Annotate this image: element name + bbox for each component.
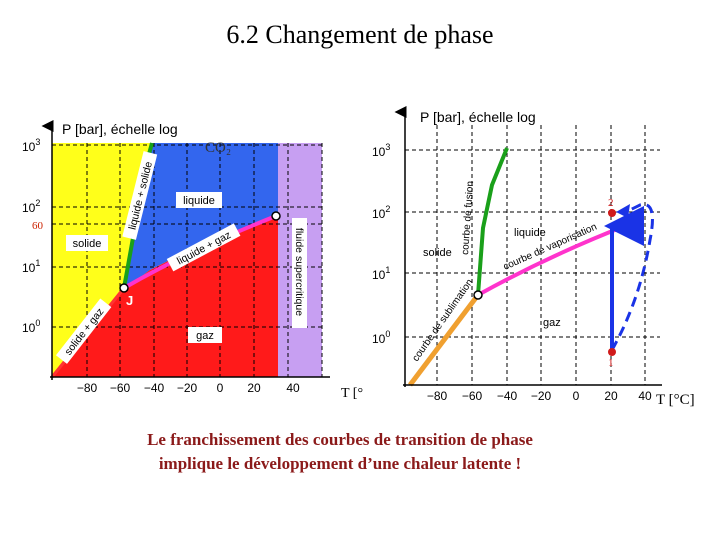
right-triple-point <box>473 290 483 300</box>
left-triple-point <box>119 283 129 293</box>
right-phase-diagram: 1 2 P [bar], échelle log 103 102 101 100… <box>372 106 695 408</box>
right-fusion-curve <box>476 147 509 296</box>
right-y-tick-100: 102 <box>372 204 390 221</box>
right-y-tick-10: 101 <box>372 265 390 282</box>
left-y-axis-label: P [bar], échelle log <box>62 121 178 137</box>
right-path-dashed-arrowhead <box>616 204 630 218</box>
left-y-tick-100: 102 <box>22 198 40 215</box>
right-point-2 <box>608 209 616 217</box>
left-x-axis-label: T [° <box>341 386 363 401</box>
right-x-axis-label: T [°C] <box>656 392 695 408</box>
left-x-tick: 0 <box>217 381 224 395</box>
svg-text:solide: solide <box>73 238 102 250</box>
right-y-tick-1000: 103 <box>372 142 390 159</box>
right-x-tick: −40 <box>497 389 518 403</box>
right-y-axis-label: P [bar], échelle log <box>420 109 536 125</box>
right-critical-point <box>625 219 635 229</box>
slide-caption: Le franchissement des courbes de transit… <box>40 428 640 476</box>
left-x-tick: 40 <box>286 381 300 395</box>
right-x-tick: 0 <box>573 389 580 403</box>
left-y-tick-1: 100 <box>22 318 40 335</box>
right-label-gas: gaz <box>543 317 561 329</box>
right-vaporization-curve <box>477 222 631 297</box>
left-x-tick: −80 <box>77 381 98 395</box>
right-x-tick: 20 <box>604 389 618 403</box>
right-label-sublimation: courbe de sublimation <box>410 277 475 363</box>
right-x-tick: −80 <box>427 389 448 403</box>
left-critical-point <box>271 211 281 221</box>
slide-title: 6.2 Changement de phase <box>226 20 494 49</box>
svg-text:liquide: liquide <box>183 195 215 207</box>
left-y-tick-1000: 103 <box>22 137 40 154</box>
left-x-tick: −40 <box>144 381 165 395</box>
left-label-gas: gaz <box>188 327 222 343</box>
right-label-solid: solide <box>423 247 452 259</box>
right-x-tick: −20 <box>531 389 552 403</box>
right-y-tick-1: 100 <box>372 329 390 346</box>
right-label-liquid: liquide <box>514 227 546 239</box>
left-x-tick: −60 <box>110 381 131 395</box>
right-point-1-label: 1 <box>608 357 614 369</box>
svg-text:gaz: gaz <box>196 330 214 342</box>
right-path-dashed <box>610 202 654 351</box>
svg-text:fluide supercritique: fluide supercritique <box>293 228 305 316</box>
region-liquid <box>122 143 278 288</box>
left-label-solid: solide <box>66 235 108 251</box>
right-point-2-label: 2 <box>608 197 614 209</box>
right-x-tick: 40 <box>638 389 652 403</box>
left-phase-diagram: P [bar], échelle log CO₂ 103 102 60 101 … <box>22 120 363 401</box>
left-substance-label: CO₂ <box>205 140 231 156</box>
left-y-tick-60: 60 <box>32 220 44 232</box>
caption-line-2: implique le développement d’une chaleur … <box>158 454 522 473</box>
right-point-1 <box>608 348 616 356</box>
right-label-fusion: courbe de fusion <box>460 181 476 256</box>
right-sublimation-curve <box>408 293 480 387</box>
left-y-tick-10: 101 <box>22 258 40 275</box>
right-x-tick: −60 <box>462 389 483 403</box>
left-triple-point-label: J <box>126 293 133 308</box>
caption-line-1: Le franchissement des courbes de transit… <box>147 430 533 449</box>
left-label-liquid: liquide <box>176 192 222 208</box>
left-x-tick: 20 <box>247 381 261 395</box>
left-label-supercritical: fluide supercritique <box>292 218 307 328</box>
left-x-tick: −20 <box>177 381 198 395</box>
